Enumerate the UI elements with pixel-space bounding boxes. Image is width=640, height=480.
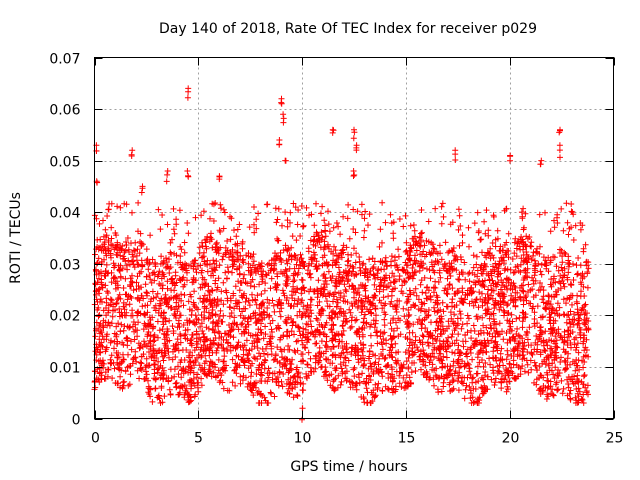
- y-tick-label: 0.07: [49, 52, 80, 68]
- x-tick-label: 25: [606, 431, 624, 447]
- y-tick-label: 0: [72, 413, 81, 429]
- x-tick-label: 10: [294, 431, 312, 447]
- x-tick-label: 5: [194, 431, 203, 447]
- y-tick-label: 0.04: [49, 206, 80, 222]
- ticks-layer: [94, 57, 615, 420]
- plot-frame: [94, 57, 614, 419]
- y-axis-label: ROTI / TECUs: [8, 192, 24, 284]
- y-tick-label: 0.03: [49, 258, 80, 274]
- y-tick-label: 0.05: [49, 155, 80, 171]
- x-axis-label: GPS time / hours: [290, 459, 407, 475]
- x-tick-label: 20: [502, 431, 520, 447]
- x-tick-labels: 0 5 10 15 20 25: [91, 431, 623, 447]
- y-tick-label: 0.01: [49, 361, 80, 377]
- roti-data-markers: [91, 85, 592, 423]
- y-tick-labels: 0 0.01 0.02 0.03 0.04 0.05 0.06 0.07: [49, 52, 80, 429]
- y-tick-label: 0.02: [49, 309, 80, 325]
- x-tick-label: 0: [91, 431, 100, 447]
- chart-title: Day 140 of 2018, Rate Of TEC Index for r…: [159, 21, 537, 37]
- data-points: [91, 85, 592, 423]
- x-tick-label: 15: [398, 431, 416, 447]
- y-tick-label: 0.06: [49, 103, 80, 119]
